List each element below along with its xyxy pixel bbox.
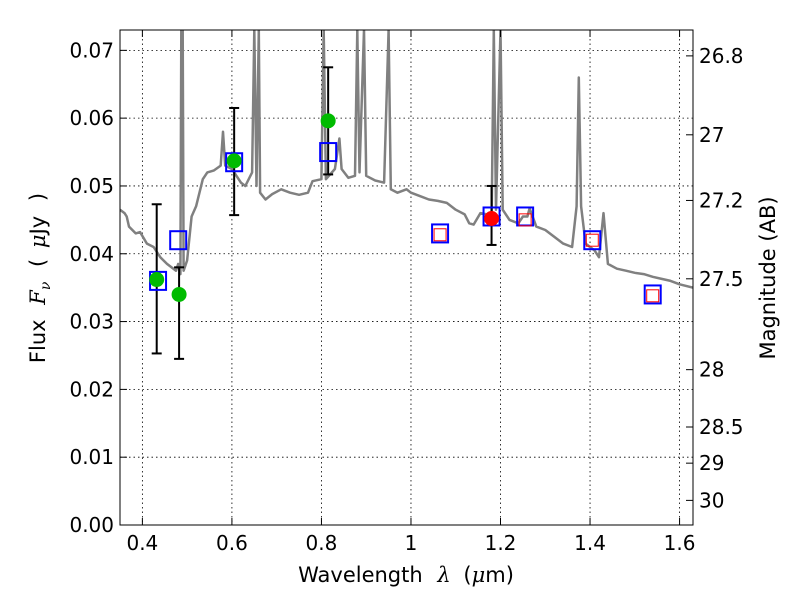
y2-tick-label: 28.5: [699, 415, 744, 439]
model-square-blue: [169, 230, 188, 251]
y-label-unit: Jy: [26, 216, 50, 237]
model-square-blue: [643, 284, 662, 305]
y-label-open: (: [26, 259, 50, 267]
y2-tick-label: 29: [699, 451, 724, 475]
x-tick-label: 1.2: [485, 531, 517, 555]
y-axis-label: Flux Fν ( μJy ): [26, 193, 55, 363]
model-square-blue: [319, 142, 338, 163]
markers: [149, 113, 662, 305]
model-square-blue: [431, 223, 450, 244]
y2-tick-label: 27.5: [699, 267, 744, 291]
y-label-close: ): [26, 193, 50, 201]
x-tick-label: 0.4: [126, 531, 158, 555]
template-spectrum-line: [120, 30, 693, 289]
plot-frame: [119, 29, 694, 526]
x-tick-label: 1: [405, 531, 418, 555]
y2-tick-label: 28: [699, 358, 724, 382]
observed-point-green: [149, 272, 165, 288]
y-tick-label: 0.06: [69, 106, 114, 130]
y-tick-label: 0.02: [69, 377, 114, 401]
ticks: 0.4 0.6 0.8 1 1.2 1.4 1.6 0.00 0.01 0.02 0.03 0.04 0…: [69, 30, 744, 555]
y-label-subscript: ν: [38, 281, 54, 290]
y-tick-label: 0.04: [69, 242, 114, 266]
x-label-word: Wavelength: [298, 563, 423, 587]
x-label-mu: μ: [472, 563, 486, 587]
data-layer: [120, 30, 693, 289]
y2-axis-label: Magnitude (AB): [756, 196, 780, 359]
x-label-open: (: [463, 563, 471, 587]
upper-limit-square-red: [518, 213, 532, 227]
model-square-blue: [225, 152, 244, 173]
observed-point-green: [171, 286, 187, 302]
x-label-unit: m): [485, 563, 514, 587]
y-label-symbol: F: [26, 289, 50, 306]
upper-limit-square-red: [646, 289, 660, 303]
y-tick-label: 0.03: [69, 310, 114, 334]
model-square-blue: [583, 230, 602, 251]
y-tick-label: 0.00: [69, 513, 114, 537]
observed-point-green: [320, 113, 336, 129]
y2-tick-label: 30: [699, 488, 724, 512]
x-tick-label: 0.6: [216, 531, 248, 555]
y2-tick-label: 26.8: [699, 44, 744, 68]
x-tick-label: 1.6: [664, 531, 696, 555]
y2-tick-label: 27.2: [699, 188, 744, 212]
y2-tick-label: 27: [699, 123, 724, 147]
upper-limit-square-red: [433, 228, 447, 242]
observed-point-red: [484, 211, 500, 227]
x-label-symbol: λ: [436, 563, 450, 587]
y-tick-label: 0.01: [69, 445, 114, 469]
y-label-word: Flux: [26, 319, 50, 363]
observed-point-green: [226, 153, 242, 169]
x-tick-label: 1.4: [574, 531, 606, 555]
y-label-mu: μ: [26, 234, 50, 248]
x-axis-label: Wavelength λ (μm): [298, 563, 514, 587]
upper-limit-square-red: [585, 233, 599, 247]
y-tick-label: 0.07: [69, 38, 114, 62]
y-tick-label: 0.05: [69, 174, 114, 198]
x-tick-label: 0.8: [306, 531, 338, 555]
